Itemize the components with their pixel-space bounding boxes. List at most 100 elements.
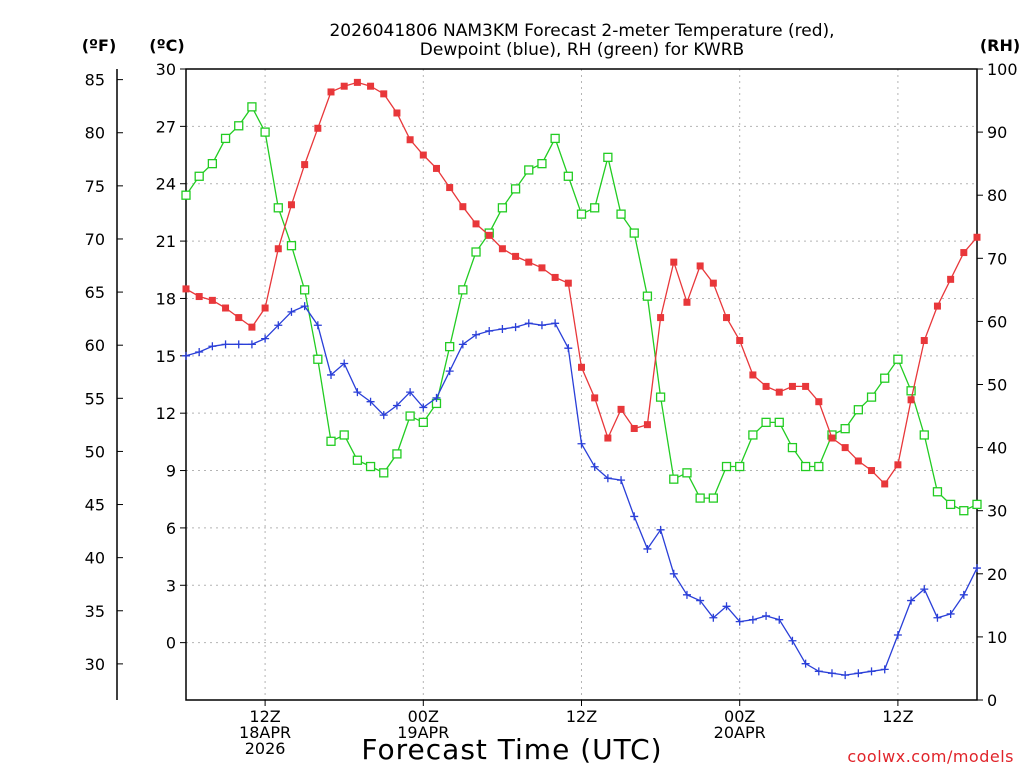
rh-point: [893, 354, 903, 364]
temperature-point: [261, 304, 269, 312]
dewpoint-point: [353, 388, 362, 397]
temperature-point: [643, 421, 651, 429]
temperature-point: [287, 201, 295, 209]
dewpoint-point: [261, 334, 270, 343]
dewpoint-point: [933, 613, 942, 622]
temperature-point: [868, 467, 876, 475]
fahrenheit-tick-label: 80: [85, 124, 105, 143]
celsius-tick-label: 6: [166, 519, 176, 538]
temperature-point: [380, 90, 388, 98]
rh-point: [379, 468, 389, 478]
dewpoint-point: [959, 590, 968, 599]
dewpoint-point: [419, 403, 428, 412]
temperature-point: [235, 314, 243, 322]
celsius-tick-label: 18: [156, 289, 176, 308]
dewpoint-point: [551, 319, 560, 328]
dewpoint-point: [656, 525, 665, 534]
rh-point: [247, 102, 257, 112]
temperature-point: [841, 444, 849, 452]
rh-point: [959, 506, 969, 516]
dewpoint-point: [247, 340, 256, 349]
rh-point: [550, 133, 560, 144]
temperature-point: [947, 275, 955, 283]
rh-point: [392, 449, 402, 459]
rh-point: [695, 493, 705, 503]
rh-point: [787, 442, 798, 453]
temperature-point: [920, 337, 928, 345]
time-tick-label: 12Z: [249, 707, 280, 726]
rh-point: [945, 499, 956, 510]
dewpoint-point: [827, 669, 836, 678]
time-tick-label: 12Z: [566, 707, 597, 726]
fahrenheit-axis-label: (ºF): [82, 36, 117, 55]
rh-point: [590, 203, 600, 213]
rh-point: [194, 171, 204, 181]
rh-point: [418, 417, 428, 428]
dewpoint-point: [946, 609, 955, 618]
rh-point: [537, 158, 547, 169]
celsius-tick-label: 24: [156, 175, 176, 194]
rh-point: [840, 424, 850, 434]
temperature-point: [762, 382, 770, 390]
temperature-point: [195, 293, 203, 301]
time-tick-label: 00Z: [724, 707, 755, 726]
temperature-point: [749, 371, 757, 379]
temperature-point: [828, 434, 836, 442]
dewpoint-point: [392, 401, 401, 410]
temperature-point: [723, 314, 731, 322]
rh-point: [234, 121, 244, 131]
dewpoint-point: [406, 388, 415, 397]
temperature-point: [894, 461, 902, 469]
dewpoint-point: [669, 569, 678, 578]
rh-point: [932, 487, 943, 497]
temperature-point: [775, 388, 783, 396]
temperature-point: [301, 161, 309, 169]
dewpoint-point: [537, 321, 546, 330]
rh-point: [299, 285, 310, 295]
rh-point: [853, 405, 863, 415]
dewpoint-point: [709, 613, 718, 622]
dewpoint-point: [379, 411, 388, 420]
dewpoint-point: [814, 667, 823, 676]
temperature-point: [446, 184, 454, 192]
temperature-point: [314, 124, 322, 132]
dewpoint-point: [603, 474, 612, 483]
rh-point: [669, 474, 679, 484]
temperature-point: [881, 480, 889, 488]
rh-point: [866, 392, 877, 402]
rh-point: [458, 285, 468, 295]
temperature-point: [327, 88, 335, 96]
temperature-series: [182, 78, 981, 488]
rh-point: [880, 373, 890, 383]
dewpoint-point: [182, 351, 190, 360]
rh-point: [524, 165, 534, 175]
rh-point: [603, 152, 613, 162]
temperature-point: [485, 231, 493, 239]
temperature-point: [696, 262, 704, 270]
chart-title: 2026041806 NAM3KM Forecast 2-meter Tempe…: [329, 21, 834, 60]
dewpoint-point: [195, 347, 204, 356]
dewpoint-point: [472, 330, 481, 339]
rh-point: [774, 417, 784, 428]
temperature-point: [657, 314, 665, 322]
rh-point: [906, 386, 916, 396]
temperature-point: [907, 396, 915, 404]
rh-point: [220, 133, 231, 144]
dewpoint-point: [498, 325, 507, 334]
rh-point: [814, 461, 824, 472]
dewpoint-point: [867, 667, 876, 676]
temperature-point: [274, 245, 282, 253]
dewpoint-point: [735, 617, 744, 626]
rh-axis-label: (RH): [980, 36, 1020, 55]
rh-point: [273, 203, 283, 213]
rh-point: [708, 493, 718, 503]
temperature-point: [525, 258, 533, 266]
dewpoint-point: [643, 544, 652, 553]
rh-point: [721, 461, 732, 472]
dewpoint-point: [300, 302, 309, 311]
dewpoint-point: [630, 512, 639, 521]
rh-point: [286, 241, 297, 251]
credit-link[interactable]: coolwx.com/models: [847, 747, 1014, 766]
